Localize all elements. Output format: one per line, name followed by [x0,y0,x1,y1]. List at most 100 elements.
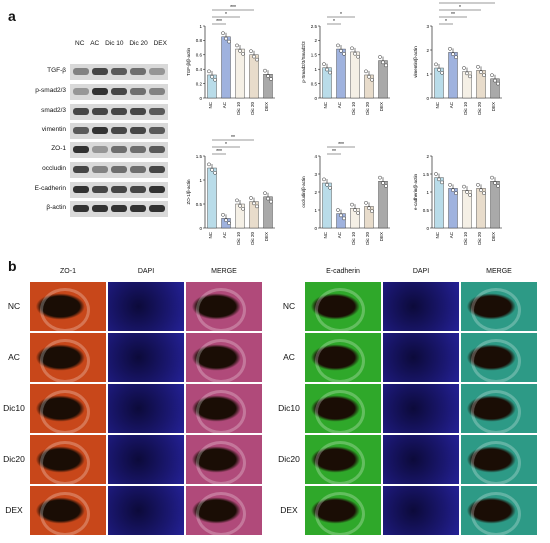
blot-lane-label: DEX [153,40,167,47]
micrograph-tile [30,486,106,535]
y-tick-label: 0.6 [196,53,203,58]
x-tick-label: Dic 10 [463,232,468,245]
data-point [207,162,211,167]
data-point [221,31,225,35]
significance-label: *** [338,142,344,148]
row-label: Dic10 [278,402,300,413]
micrograph-tile [461,333,537,382]
y-tick-label: 4 [314,154,317,159]
x-tick-label: AC [449,101,454,108]
blot-band [111,166,127,173]
micrograph-tile [108,282,184,331]
x-tick-label: Dic 20 [365,232,370,245]
tissue-ring [40,288,90,331]
chart-svg: 0 1 2 3 4 occludin/β-actin NC AC Dic 10 Dic 20 DEX… [301,142,390,245]
data-point [384,63,388,68]
column-header: ZO-1 [60,268,76,275]
chart-body: 0 0.5 1 1.5 2 e-cadherin/β-actin NC AC Dic 10 Dic… [413,154,502,245]
data-point [224,218,228,222]
data-point [342,216,346,221]
tissue-ring [315,339,365,382]
blot-band [73,127,89,134]
chart-body: 0 1 2 3 vimentin/β-actin NC AC Dic 10 Dic 20 DEX *… [413,0,502,115]
data-point [269,199,273,204]
bar [350,51,360,99]
x-tick-label: AC [337,231,342,238]
x-tick-label: NC [435,231,440,238]
y-tick-label: 1 [314,67,317,72]
row-label: Dic20 [278,453,300,464]
y-tick-label: 1.5 [423,172,430,177]
tissue-ring [471,492,521,535]
blot-protein-label: ZO-1 [51,145,66,152]
y-axis-label: occludin/β-actin [301,176,306,208]
data-point [367,206,371,211]
blot-band [73,205,89,212]
data-point [465,190,469,194]
row-label: DEX [280,504,298,515]
tissue-ring [471,339,521,382]
chart-body: 0 0.2 0.4 0.6 0.8 1 TGF-β/β-actin NC AC Dic 10 Dic… [186,5,275,115]
data-point [353,51,357,56]
data-point [490,175,494,180]
tissue-ring [315,288,365,331]
significance-label: ** [451,12,455,18]
blot-band [130,88,146,95]
micrograph-tile [305,282,381,331]
blot-band [92,68,108,75]
bar [378,181,388,229]
x-tick-label: Dic 10 [236,232,241,245]
data-point [434,172,438,176]
blot-band [149,127,165,134]
micrograph-tile [383,384,459,433]
blot-strip [70,123,168,139]
significance-label: * [225,12,227,18]
micrograph-tile [108,486,184,535]
data-point [378,175,382,180]
bar [322,182,332,229]
y-tick-label: 0.5 [423,208,430,213]
y-tick-label: 0.4 [196,67,203,72]
panel-b-label: b [8,258,17,274]
blot-band [73,88,89,95]
data-point [235,43,239,48]
y-tick-label: 2.5 [311,24,318,29]
data-point [468,193,472,197]
blot-band [130,68,146,75]
data-point [238,204,242,208]
micrograph-tile [383,435,459,484]
x-tick-label: DEX [264,102,269,111]
micrograph-tile [186,435,262,484]
data-point [364,201,368,205]
data-point [454,191,458,196]
micrograph-tile [30,282,106,331]
blot-band [92,108,108,115]
significance-label: *** [230,5,236,11]
data-point [378,55,382,59]
chart-body: 0 0.5 1 1.5 2 2.5 p-Smad2/3/Smad2/3 NC AC Dic 10 D… [301,12,390,115]
blot-band [149,166,165,173]
blot-strip [70,104,168,120]
blot-band [130,108,146,115]
data-point [325,67,329,72]
y-tick-label: 1 [314,208,317,213]
y-tick-label: 1.5 [311,53,318,58]
blot-band [130,127,146,134]
y-tick-label: 0 [426,96,429,101]
data-point [336,43,340,48]
column-header: DAPI [412,268,430,275]
tissue-ring [196,441,246,484]
data-point [263,68,267,73]
chart-svg: 0 0.5 1 1.5 2 e-cadherin/β-actin NC AC Dic 10 Dic… [413,154,502,245]
data-point [370,209,374,214]
x-tick-label: AC [222,231,227,238]
x-tick-label: Dic 20 [250,232,255,245]
data-point [266,196,270,201]
bar [490,181,500,229]
blot-protein-label: E-cadherin [34,185,66,192]
column-header: E-cadherin [326,268,360,275]
y-tick-label: 0 [199,226,202,231]
data-point [496,184,500,188]
blot-band [149,205,165,212]
data-point [356,211,360,215]
